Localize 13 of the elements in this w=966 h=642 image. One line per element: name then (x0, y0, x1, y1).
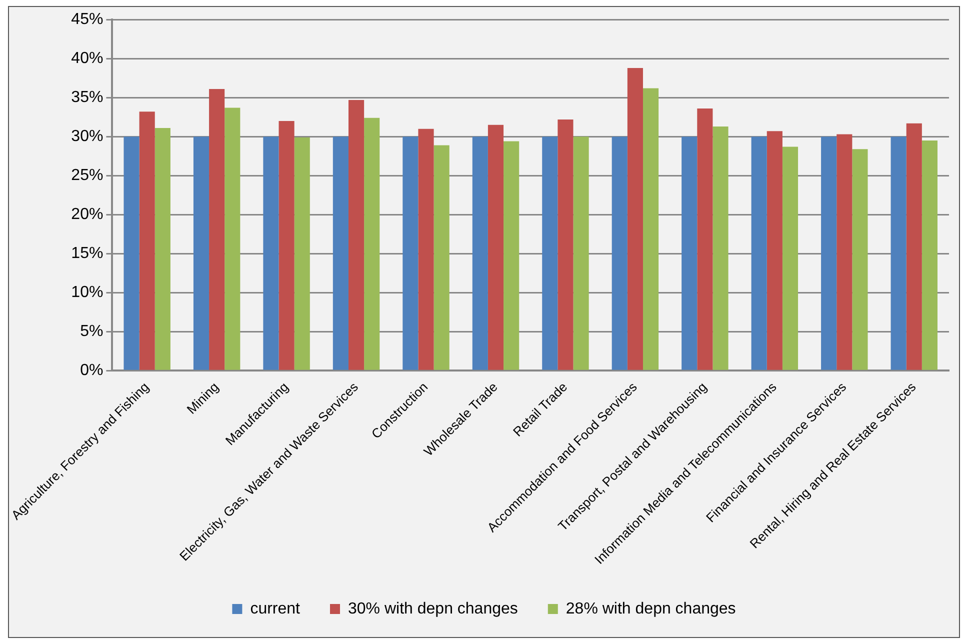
y-tick-label: 20% (71, 206, 104, 224)
y-tick-label: 5% (80, 323, 104, 340)
y-tick-label: 0% (80, 362, 104, 380)
y-tick-label: 45% (71, 11, 104, 28)
legend-label: 28% with depn changes (566, 600, 736, 618)
y-tick-label: 30% (71, 128, 104, 146)
y-tick-label: 15% (71, 245, 104, 262)
legend-label: 30% with depn changes (348, 600, 518, 618)
y-tick-label: 25% (71, 167, 104, 184)
legend-label: current (250, 600, 301, 618)
y-tick-label: 10% (71, 284, 104, 302)
y-tick-label: 40% (71, 50, 104, 68)
y-tick-label: 35% (71, 89, 104, 106)
